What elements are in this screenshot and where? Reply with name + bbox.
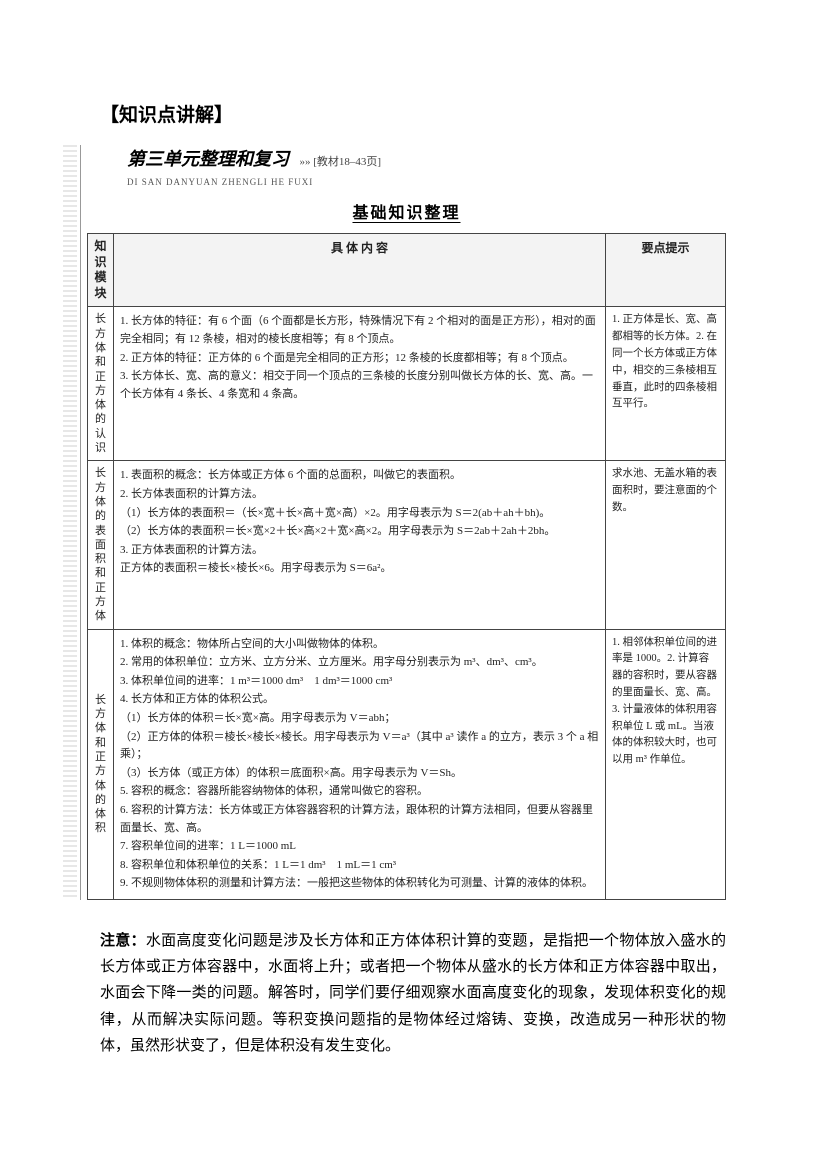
- tips-cell: 求水池、无盖水箱的表面积时，要注意面的个数。: [606, 461, 726, 629]
- table-row: 长方体和正方体的认识1. 长方体的特征：有 6 个面（6 个面都是长方形，特殊情…: [88, 307, 726, 461]
- scanned-content-region: 第三单元整理和复习 »» [教材18–43页] DI SAN DANYUAN Z…: [80, 145, 726, 900]
- tips-cell: 1. 相邻体积单位间的进率是 1000。2. 计算容器的容积时，要从容器的里面量…: [606, 629, 726, 899]
- col-header-module: 知识模块: [88, 234, 114, 307]
- table-header-row: 知识模块 具 体 内 容 要点提示: [88, 234, 726, 307]
- content-line: 2. 长方体表面积的计算方法。: [120, 486, 599, 504]
- content-line: 2. 常用的体积单位：立方米、立方分米、立方厘米。用字母分别表示为 m³、dm³…: [120, 654, 599, 672]
- content-cell: 1. 表面积的概念：长方体或正方体 6 个面的总面积，叫做它的表面积。2. 长方…: [114, 461, 606, 629]
- content-line: 9. 不规则物体体积的测量和计算方法：一般把这些物体的体积转化为可测量、计算的液…: [120, 875, 599, 893]
- table-row: 长方体和正方体的体积1. 体积的概念：物体所占空间的大小叫做物体的体积。2. 常…: [88, 629, 726, 899]
- note-label: 注意：: [100, 933, 146, 949]
- col-header-content: 具 体 内 容: [114, 234, 606, 307]
- content-line: 3. 体积单位间的进率：1 m³＝1000 dm³ 1 dm³＝1000 cm³: [120, 673, 599, 691]
- content-line: 5. 容积的概念：容器所能容纳物体的体积，通常叫做它的容积。: [120, 783, 599, 801]
- content-cell: 1. 长方体的特征：有 6 个面（6 个面都是长方形，特殊情况下有 2 个相对的…: [114, 307, 606, 461]
- table-row: 长方体的表面积和正方体1. 表面积的概念：长方体或正方体 6 个面的总面积，叫做…: [88, 461, 726, 629]
- content-line: 1. 长方体的特征：有 6 个面（6 个面都是长方形，特殊情况下有 2 个相对的…: [120, 313, 599, 348]
- content-line: 3. 长方体长、宽、高的意义：相交于同一个顶点的三条棱的长度分别叫做长方体的长、…: [120, 368, 599, 403]
- content-line: 正方体的表面积＝棱长×棱长×6。用字母表示为 S＝6a²。: [120, 560, 599, 578]
- content-line: （1）长方体的体积＝长×宽×高。用字母表示为 V＝abh；: [120, 710, 599, 728]
- module-cell: 长方体和正方体的认识: [88, 307, 114, 461]
- content-line: 2. 正方体的特征：正方体的 6 个面是完全相同的正方形；12 条棱的长度都相等…: [120, 350, 599, 368]
- module-cell: 长方体的表面积和正方体: [88, 461, 114, 629]
- content-line: 1. 表面积的概念：长方体或正方体 6 个面的总面积，叫做它的表面积。: [120, 467, 599, 485]
- content-line: （3）长方体（或正方体）的体积＝底面积×高。用字母表示为 V＝Sh。: [120, 765, 599, 783]
- scan-binding-artifact: [63, 145, 77, 900]
- unit-pageref: »» [教材18–43页]: [300, 156, 382, 168]
- content-cell: 1. 体积的概念：物体所占空间的大小叫做物体的体积。2. 常用的体积单位：立方米…: [114, 629, 606, 899]
- content-line: （2）长方体的表面积＝长×宽×2＋长×高×2＋宽×高×2。用字母表示为 S＝2a…: [120, 523, 599, 541]
- content-line: 3. 正方体表面积的计算方法。: [120, 542, 599, 560]
- content-line: 7. 容积单位间的进率：1 L＝1000 mL: [120, 838, 599, 856]
- unit-heading: 第三单元整理和复习 »» [教材18–43页]: [127, 145, 726, 171]
- note-block: 注意：水面高度变化问题是涉及长方体和正方体体积计算的变题，是指把一个物体放入盛水…: [100, 928, 726, 1059]
- section-banner: 基础知识整理: [87, 199, 726, 223]
- content-line: 4. 长方体和正方体的体积公式。: [120, 691, 599, 709]
- module-cell: 长方体和正方体的体积: [88, 629, 114, 899]
- content-line: 6. 容积的计算方法：长方体或正方体容器容积的计算方法，跟体积的计算方法相同，但…: [120, 802, 599, 837]
- unit-heading-text: 第三单元整理和复习: [127, 149, 289, 169]
- content-line: 8. 容积单位和体积单位的关系：1 L＝1 dm³ 1 mL＝1 cm³: [120, 857, 599, 875]
- tips-cell: 1. 正方体是长、宽、高都相等的长方体。2. 在同一个长方体或正方体中，相交的三…: [606, 307, 726, 461]
- col-header-tips: 要点提示: [606, 234, 726, 307]
- knowledge-table: 知识模块 具 体 内 容 要点提示 长方体和正方体的认识1. 长方体的特征：有 …: [87, 233, 726, 900]
- content-line: 1. 体积的概念：物体所占空间的大小叫做物体的体积。: [120, 636, 599, 654]
- unit-pinyin: DI SAN DANYUAN ZHENGLI HE FUXI: [127, 177, 726, 187]
- content-line: （2）正方体的体积＝棱长×棱长×棱长。用字母表示为 V＝a³（其中 a³ 读作 …: [120, 729, 599, 764]
- note-text: 水面高度变化问题是涉及长方体和正方体体积计算的变题，是指把一个物体放入盛水的长方…: [100, 933, 726, 1054]
- content-line: （1）长方体的表面积＝（长×宽＋长×高＋宽×高）×2。用字母表示为 S＝2(ab…: [120, 505, 599, 523]
- page-title: 【知识点讲解】: [100, 100, 726, 127]
